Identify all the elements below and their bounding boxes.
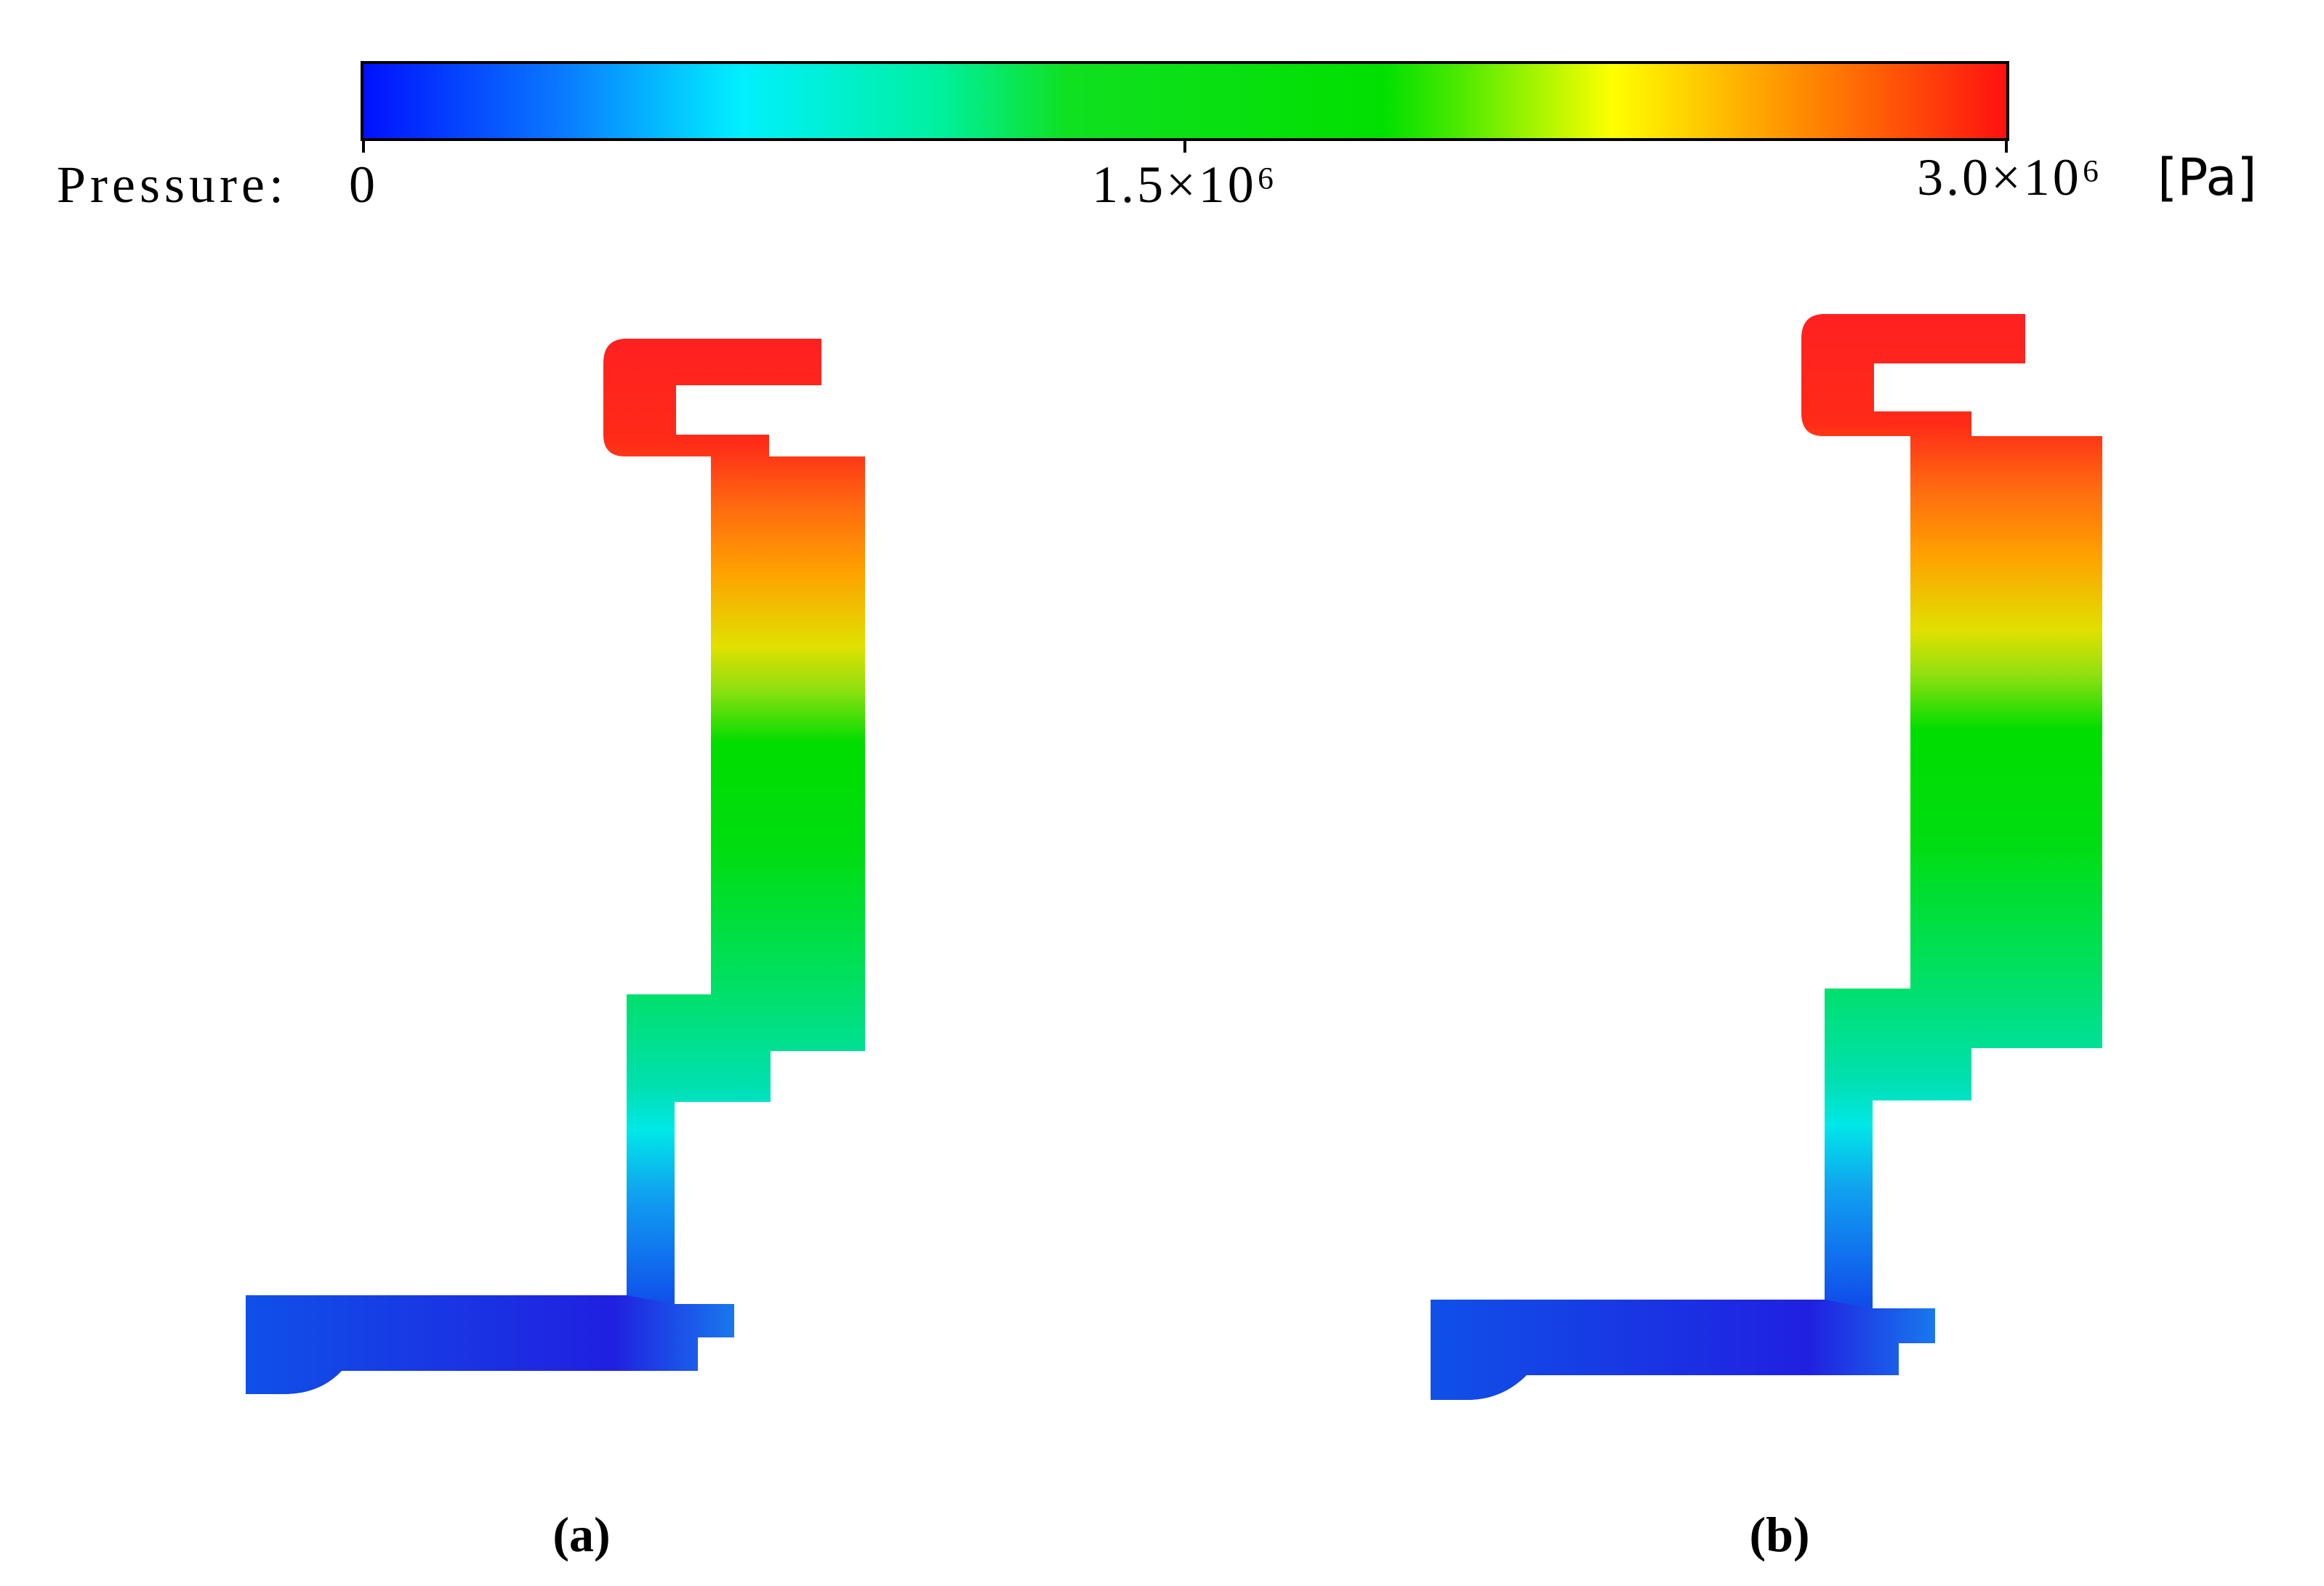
colorbar-tick-label-min: 0: [349, 156, 375, 214]
colorbar-gradient: [361, 61, 2009, 141]
panel-b-low-pressure-leg: [1431, 1300, 1935, 1400]
colorbar: Pressure: 0 1.5×10⁶ 3.0×10⁶ [Pa]: [57, 61, 2257, 214]
panel-b-pressure-field: [1431, 314, 2102, 1400]
panel-a-low-pressure-leg: [246, 1295, 734, 1394]
panel-label-a: (a): [552, 1507, 610, 1562]
panel-label-b: (b): [1749, 1507, 1809, 1562]
panel-a-fluid-domain: [246, 339, 865, 1394]
colorbar-quantity-label: Pressure:: [57, 156, 288, 214]
panel-b-fluid-domain: [1431, 314, 2102, 1400]
panel-a-pressure-field: [246, 339, 865, 1394]
colorbar-tick-label-mid: 1.5×10⁶: [1092, 156, 1278, 214]
colorbar-tick-label-max: 3.0×10⁶: [1917, 148, 2103, 206]
colorbar-unit-label: [Pa]: [2158, 148, 2257, 207]
